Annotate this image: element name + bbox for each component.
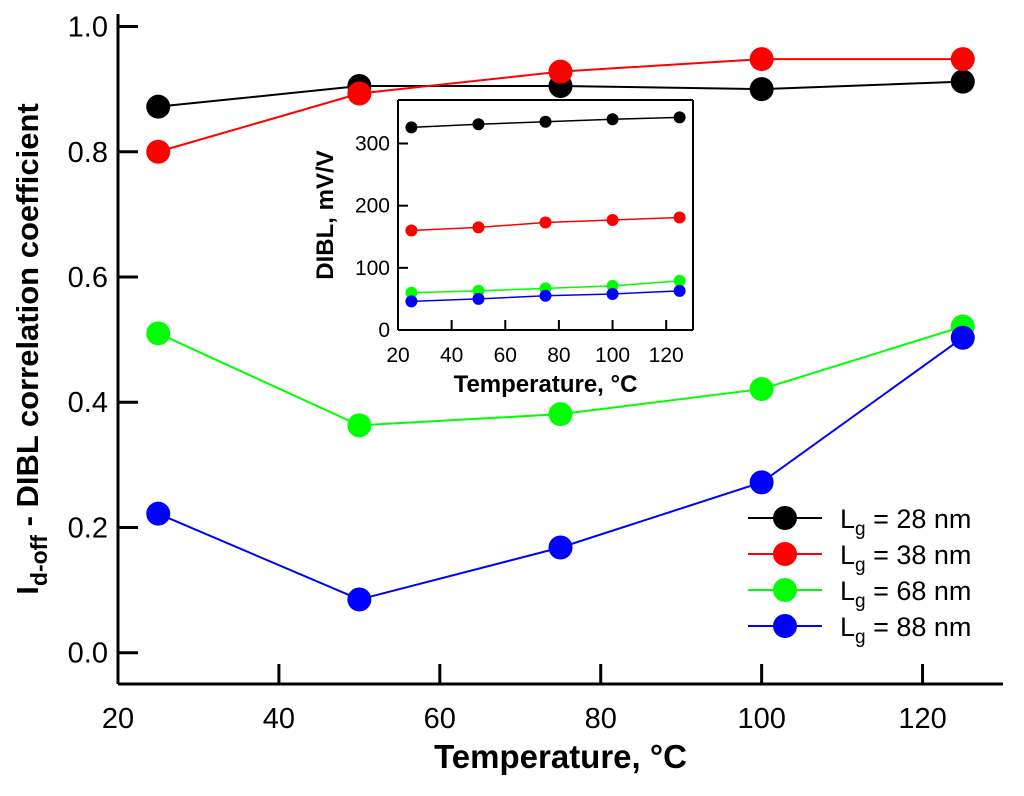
- data-point-lg68: [347, 413, 372, 438]
- y-tick-label: 0.4: [68, 387, 108, 419]
- inset-data-point-lg88: [472, 292, 485, 305]
- data-point-lg68: [146, 321, 171, 346]
- legend-label-rest: = 28 nm: [866, 504, 972, 534]
- legend-label-subscript: g: [855, 627, 866, 648]
- inset-x-tick-label: 100: [595, 344, 630, 367]
- data-point-lg38: [146, 139, 171, 164]
- y-tick-label: 0.0: [68, 638, 108, 670]
- inset-data-point-lg38: [405, 224, 418, 237]
- inset-y-tick-label: 200: [355, 195, 390, 218]
- inset-x-tick-label: 40: [440, 344, 463, 367]
- inset-data-point-lg88: [606, 287, 619, 300]
- data-point-lg68: [749, 377, 774, 402]
- data-point-lg88: [749, 470, 774, 495]
- legend-label-lg88: Lg = 88 nm: [840, 612, 971, 648]
- inset-y-tick-label: 0: [378, 319, 390, 342]
- legend-marker-lg28: [773, 506, 797, 530]
- series-lg38: [146, 47, 975, 164]
- legend-label-lg28: Lg = 28 nm: [840, 504, 971, 540]
- y-tick-label: 0.2: [68, 512, 108, 544]
- main-chart: 20 40 60 80 100 120 0.0 0.2 0.4 0.6 0.8 1.0 Temperat…: [10, 12, 1003, 775]
- y-title-subscript: d-off: [26, 535, 52, 586]
- inset-data-point-lg28: [405, 121, 418, 134]
- legend-item-lg28: Lg = 28 nm: [748, 504, 971, 540]
- x-tick-label: 120: [898, 703, 946, 735]
- inset-x-tick-label: 120: [649, 344, 684, 367]
- inset-data-point-lg38: [606, 213, 619, 226]
- data-point-lg88: [347, 587, 372, 612]
- inset-x-tick-label: 60: [494, 344, 517, 367]
- legend-label-subscript: g: [855, 519, 866, 540]
- inset-data-point-lg38: [539, 216, 552, 229]
- x-tick-label: 20: [102, 703, 134, 735]
- data-point-lg28: [749, 77, 774, 102]
- inset-data-point-lg28: [472, 118, 485, 131]
- inset-data-point-lg38: [472, 221, 485, 234]
- inset-data-point-lg68: [405, 286, 418, 299]
- inset-series-lg88: [405, 284, 686, 308]
- inset-data-point-lg88: [405, 295, 418, 308]
- inset-data-point-lg38: [673, 211, 686, 224]
- y-axis-title: Id-off - DIBL correlation coefficient: [10, 103, 52, 594]
- data-point-lg38: [950, 47, 975, 72]
- data-point-lg38: [749, 47, 774, 72]
- inset-x-tick-label: 20: [386, 344, 409, 367]
- legend-label-rest: = 88 nm: [866, 612, 972, 642]
- inset-x-axis-title: Temperature, °C: [454, 371, 638, 398]
- y-tick-label: 0.6: [68, 262, 108, 294]
- data-point-lg38: [548, 59, 573, 84]
- data-point-lg28: [950, 69, 975, 94]
- inset-series-lg38: [405, 211, 686, 237]
- legend-label-main: L: [840, 540, 855, 570]
- y-title-rest: - DIBL correlation coefficient: [10, 103, 45, 535]
- x-tick-label: 40: [263, 703, 295, 735]
- inset-data-point-lg88: [673, 284, 686, 297]
- inset-y-tick-label: 300: [355, 133, 390, 156]
- inset-chart: 20 40 60 80 100 120 0 100 200 300 Temperature, °C D…: [312, 99, 695, 398]
- legend-label-lg68: Lg = 68 nm: [840, 576, 971, 612]
- y-tick-label: 1.0: [68, 12, 108, 44]
- legend-item-lg38: Lg = 38 nm: [748, 540, 971, 576]
- inset-data-point-lg68: [673, 274, 686, 287]
- inset-x-tick-label: 80: [547, 344, 570, 367]
- legend-label-lg38: Lg = 38 nm: [840, 540, 971, 576]
- legend-label-rest: = 68 nm: [866, 576, 972, 606]
- inset-series-lg28: [405, 111, 686, 134]
- inset-data-point-lg28: [606, 113, 619, 126]
- series-lg88: [146, 325, 975, 612]
- inset-y-tick-label: 100: [355, 257, 390, 280]
- x-tick-label: 60: [424, 703, 456, 735]
- legend-label-main: L: [840, 504, 855, 534]
- y-tick-label: 0.8: [68, 137, 108, 169]
- legend-label-main: L: [840, 612, 855, 642]
- x-axis-title: Temperature, °C: [434, 738, 687, 775]
- legend-label-subscript: g: [855, 591, 866, 612]
- inset-data-point-lg88: [539, 289, 552, 302]
- y-title-main: I: [10, 586, 45, 595]
- inset-y-axis-title: DIBL, mV/V: [312, 150, 339, 279]
- data-point-lg28: [146, 94, 171, 119]
- legend-label-subscript: g: [855, 555, 866, 576]
- legend-marker-lg88: [773, 614, 797, 638]
- data-point-lg88: [146, 501, 171, 526]
- legend-marker-lg38: [773, 542, 797, 566]
- data-point-lg68: [548, 402, 573, 427]
- x-tick-label: 100: [737, 703, 785, 735]
- data-point-lg38: [347, 81, 372, 106]
- data-point-lg88: [950, 325, 975, 350]
- legend-label-rest: = 38 nm: [866, 540, 972, 570]
- inset-data-point-lg28: [673, 111, 686, 124]
- x-tick-label: 80: [585, 703, 617, 735]
- inset-data-point-lg28: [539, 115, 552, 128]
- legend-item-lg88: Lg = 88 nm: [748, 612, 971, 648]
- data-point-lg88: [548, 535, 573, 560]
- legend-label-main: L: [840, 576, 855, 606]
- legend-item-lg68: Lg = 68 nm: [748, 576, 971, 612]
- legend-marker-lg68: [773, 578, 797, 602]
- series-lg68: [146, 314, 975, 438]
